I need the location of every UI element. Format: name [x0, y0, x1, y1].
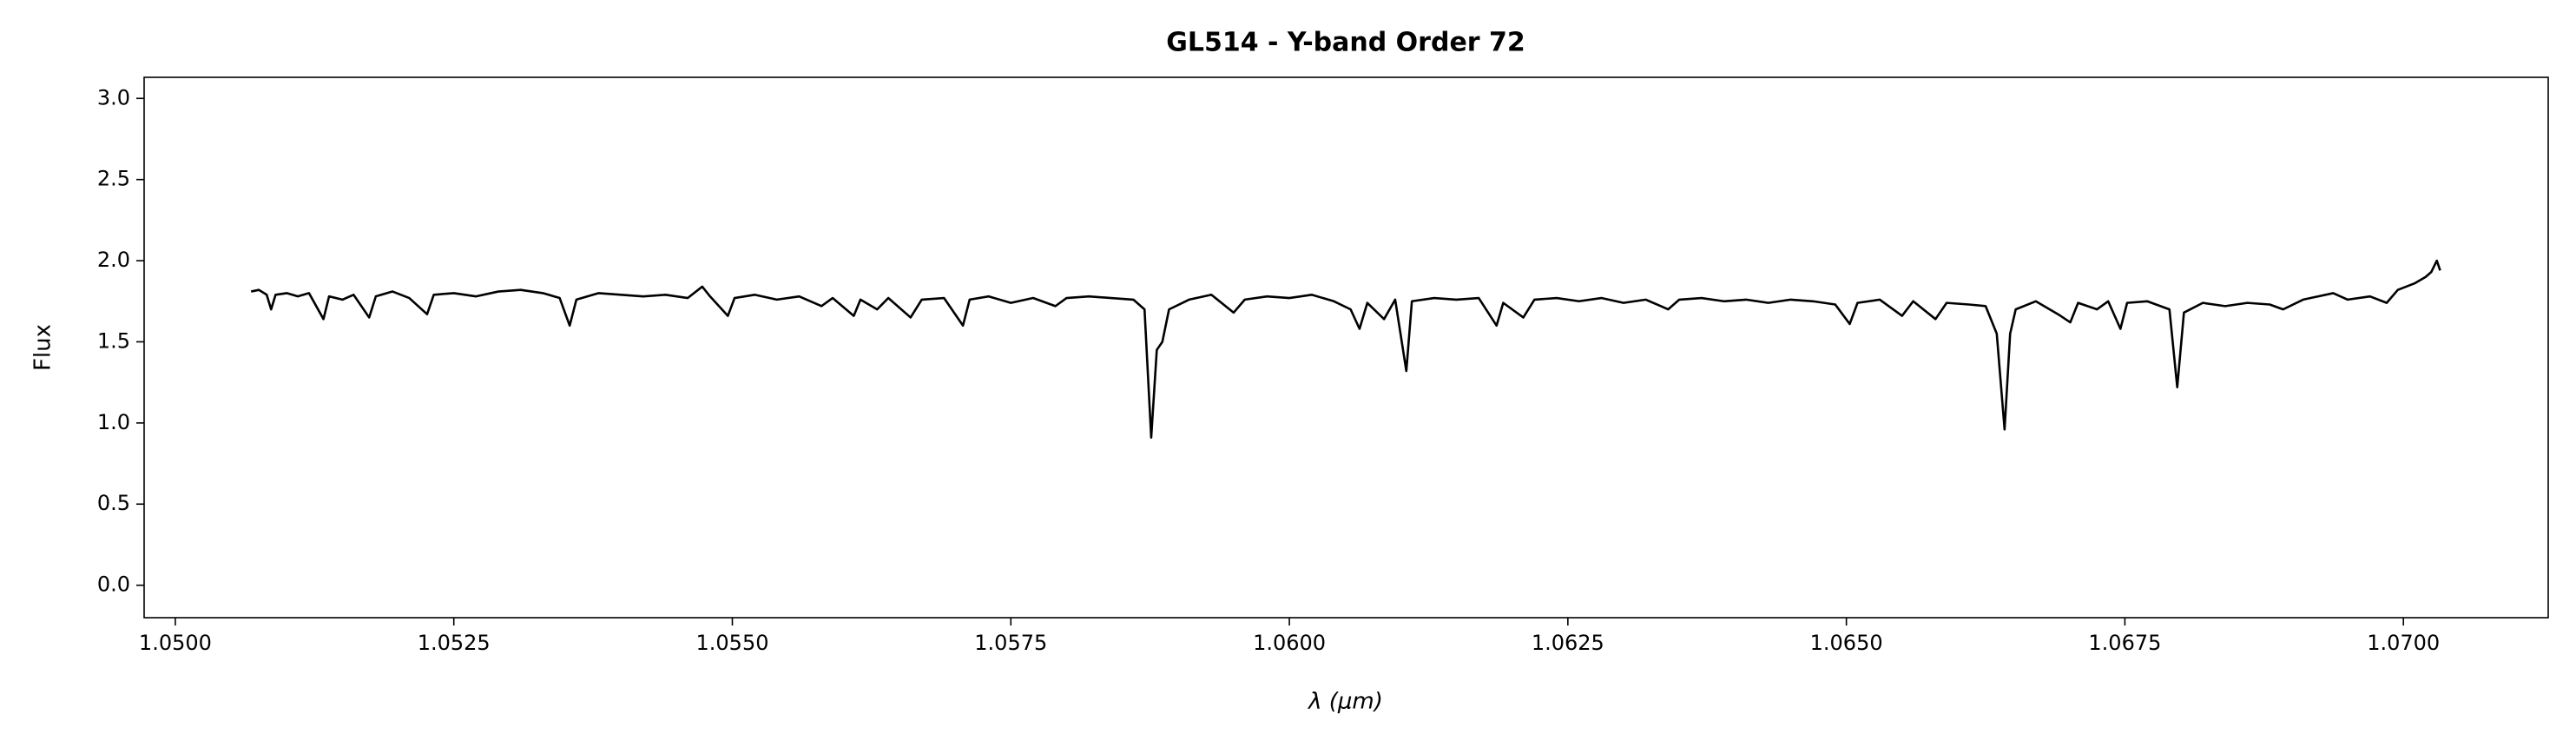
x-tick-label: 1.0675 — [2088, 631, 2161, 655]
y-tick-label: 0.0 — [97, 573, 130, 597]
x-axis-label: λ (μm) — [1307, 689, 1383, 715]
y-tick-label: 3.0 — [97, 85, 130, 109]
chart-title: GL514 - Y-band Order 72 — [1166, 28, 1525, 58]
y-axis-label: Flux — [30, 324, 56, 371]
x-tick-label: 1.0650 — [1810, 631, 1883, 655]
x-tick-label: 1.0575 — [974, 631, 1047, 655]
y-tick-label: 2.5 — [97, 167, 130, 191]
y-tick-label: 1.0 — [97, 410, 130, 434]
x-tick-label: 1.0550 — [696, 631, 769, 655]
y-tick-label: 1.5 — [97, 328, 130, 353]
x-tick-label: 1.0525 — [418, 631, 491, 655]
y-tick-label: 2.0 — [97, 248, 130, 272]
spectrum-line — [250, 259, 2441, 439]
x-tick-label: 1.0500 — [139, 631, 212, 655]
y-tick-label: 0.5 — [97, 491, 130, 515]
x-tick-label: 1.0700 — [2367, 631, 2440, 655]
x-tick-label: 1.0625 — [1532, 631, 1604, 655]
x-tick-label: 1.0600 — [1253, 631, 1326, 655]
plot-frame — [143, 76, 2549, 619]
